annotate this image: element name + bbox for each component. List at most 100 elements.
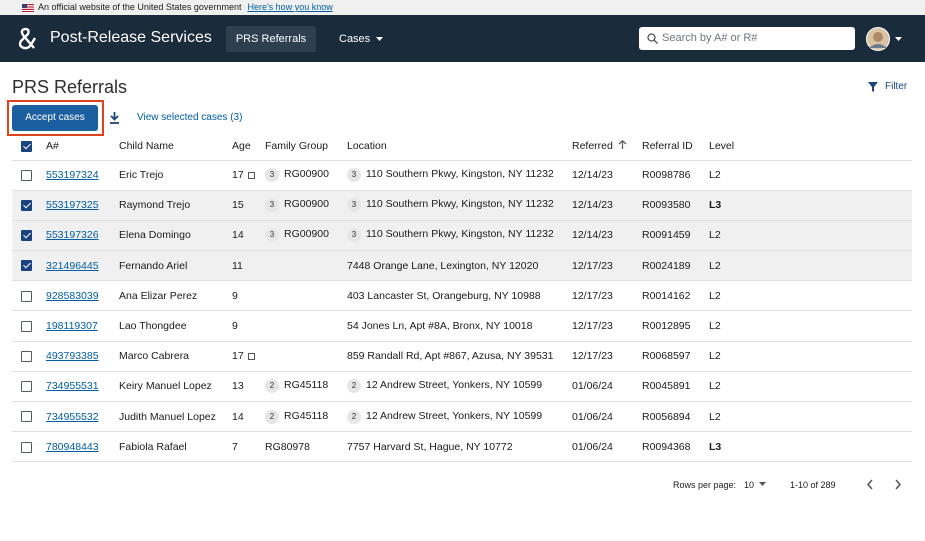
row-checkbox[interactable] [21, 411, 32, 423]
column-header[interactable]: Child Name [118, 133, 231, 161]
count-badge: 2 [265, 409, 279, 424]
rows-per-page-select[interactable]: 10 [744, 480, 755, 490]
cell: 553197325 [45, 190, 118, 221]
referral-id: R0014162 [641, 280, 708, 312]
a-number-link[interactable]: 734955532 [46, 410, 99, 423]
count-badge: 2 [347, 379, 361, 394]
column-header[interactable]: Referral ID [641, 133, 708, 161]
checkbox-cell [12, 250, 45, 282]
caret [376, 37, 383, 41]
row-checkbox[interactable] [21, 200, 32, 211]
table-row: 198119307 Lao Thongdee 9 54 Jones Ln, Apt #… [12, 310, 912, 342]
a-number-link[interactable]: 553197326 [46, 229, 99, 242]
caret [895, 37, 902, 41]
row-checkbox[interactable] [21, 320, 32, 332]
a-number-link[interactable]: 553197325 [46, 199, 99, 212]
level: L2 [708, 371, 912, 403]
level: L2 [708, 220, 912, 252]
select-all-checkbox[interactable] [21, 140, 32, 152]
nav-item[interactable]: Cases [339, 33, 371, 45]
table-row: 734955532 Judith Manuel Lopez 14 2 RG45118 2 1… [12, 401, 912, 433]
avatar[interactable] [866, 27, 890, 51]
cell: 321496445 [45, 250, 118, 282]
column-header[interactable]: Location [346, 133, 571, 161]
a-number-link[interactable]: 734955531 [46, 380, 99, 393]
referred-date: 01/06/24 [571, 431, 641, 463]
search-input[interactable]: Search by A# or R# [639, 27, 855, 50]
referrals-table: A# Child Name Age Family Group Location Refer… [12, 133, 912, 463]
header-checkbox-cell [12, 133, 45, 161]
view-selected-link[interactable]: View selected cases (3) [137, 112, 243, 123]
brand[interactable]: Post-Release Services [50, 29, 212, 46]
referred-date: 12/14/23 [571, 160, 641, 191]
row-checkbox[interactable] [21, 441, 32, 453]
count-badge: 3 [265, 168, 279, 183]
search-placeholder: Search by A# or R# [662, 32, 758, 44]
cell: 493793385 [45, 341, 118, 372]
a-number-link[interactable]: 780948443 [46, 440, 99, 453]
nav-item[interactable]: PRS Referrals [226, 26, 316, 52]
column-header[interactable]: Level [708, 133, 912, 161]
caret [759, 482, 766, 486]
cell: 3 RG00900 [264, 160, 346, 191]
count-badge: 2 [265, 379, 279, 394]
row-checkbox[interactable] [21, 230, 32, 242]
prev-page[interactable] [866, 479, 874, 490]
banner-link[interactable]: Here's how you know [247, 2, 333, 12]
cell: 17 [231, 341, 264, 372]
column-header[interactable]: Family Group [264, 133, 346, 161]
count-badge: 3 [347, 198, 361, 213]
pagination-range: 1-10 of 289 [790, 480, 836, 490]
location: 403 Lancaster St, Orangeburg, NY 10988 [347, 289, 541, 302]
referral-id: R0098786 [641, 160, 708, 191]
count-badge: 3 [347, 168, 361, 183]
a-number-link[interactable]: 321496445 [46, 259, 99, 272]
checkbox-cell [12, 401, 45, 433]
a-number-link[interactable]: 493793385 [46, 350, 99, 363]
a-number-link[interactable]: 553197324 [46, 169, 99, 182]
column-header[interactable]: A# [45, 133, 118, 161]
cell: 17 [231, 160, 264, 191]
referral-id: R0012895 [641, 310, 708, 342]
filter-icon [868, 82, 878, 92]
location: 54 Jones Ln, Apt #8A, Bronx, NY 10018 [347, 320, 533, 333]
level: L2 [708, 310, 912, 342]
column-header-text: Referred [572, 140, 613, 153]
age: 14 [232, 229, 244, 242]
cell: 14 [231, 220, 264, 252]
banner-text: An official website of the United States… [38, 2, 242, 12]
location: 110 Southern Pkwy, Kingston, NY 11232 [366, 168, 554, 181]
column-header-text: Child Name [119, 140, 174, 153]
row-checkbox[interactable] [21, 350, 32, 362]
column-header[interactable]: Age [231, 133, 264, 161]
download-icon[interactable] [109, 112, 120, 124]
row-checkbox[interactable] [21, 381, 32, 393]
checkbox-cell [12, 431, 45, 463]
level: L2 [708, 250, 912, 282]
age: 14 [232, 410, 244, 423]
child-name: Fabiola Rafael [118, 431, 231, 463]
cell: 198119307 [45, 310, 118, 342]
level: L2 [708, 401, 912, 433]
column-header[interactable]: Referred [571, 133, 641, 161]
cell: 780948443 [45, 431, 118, 463]
cell: 859 Randall Rd, Apt #867, Azusa, NY 3953… [346, 341, 571, 372]
accept-button[interactable]: Accept cases [12, 105, 98, 131]
row-checkbox[interactable] [21, 169, 32, 181]
filter-button[interactable]: Filter [885, 81, 908, 92]
row-checkbox[interactable] [21, 290, 32, 302]
column-header-text: Location [347, 140, 387, 153]
table-row: 928583039 Ana Elizar Perez 9 403 Lancaster … [12, 280, 912, 312]
child-name: Eric Trejo [118, 160, 231, 191]
cell: 11 [231, 250, 264, 282]
child-name: Lao Thongdee [118, 310, 231, 342]
age-flag-icon [247, 352, 255, 360]
a-number-link[interactable]: 198119307 [46, 320, 98, 333]
age: 13 [232, 380, 244, 393]
next-page[interactable] [894, 479, 902, 490]
checkbox-cell [12, 280, 45, 312]
row-checkbox[interactable] [21, 260, 32, 272]
a-number-link[interactable]: 928583039 [46, 289, 99, 302]
referral-id: R0093580 [641, 190, 708, 221]
